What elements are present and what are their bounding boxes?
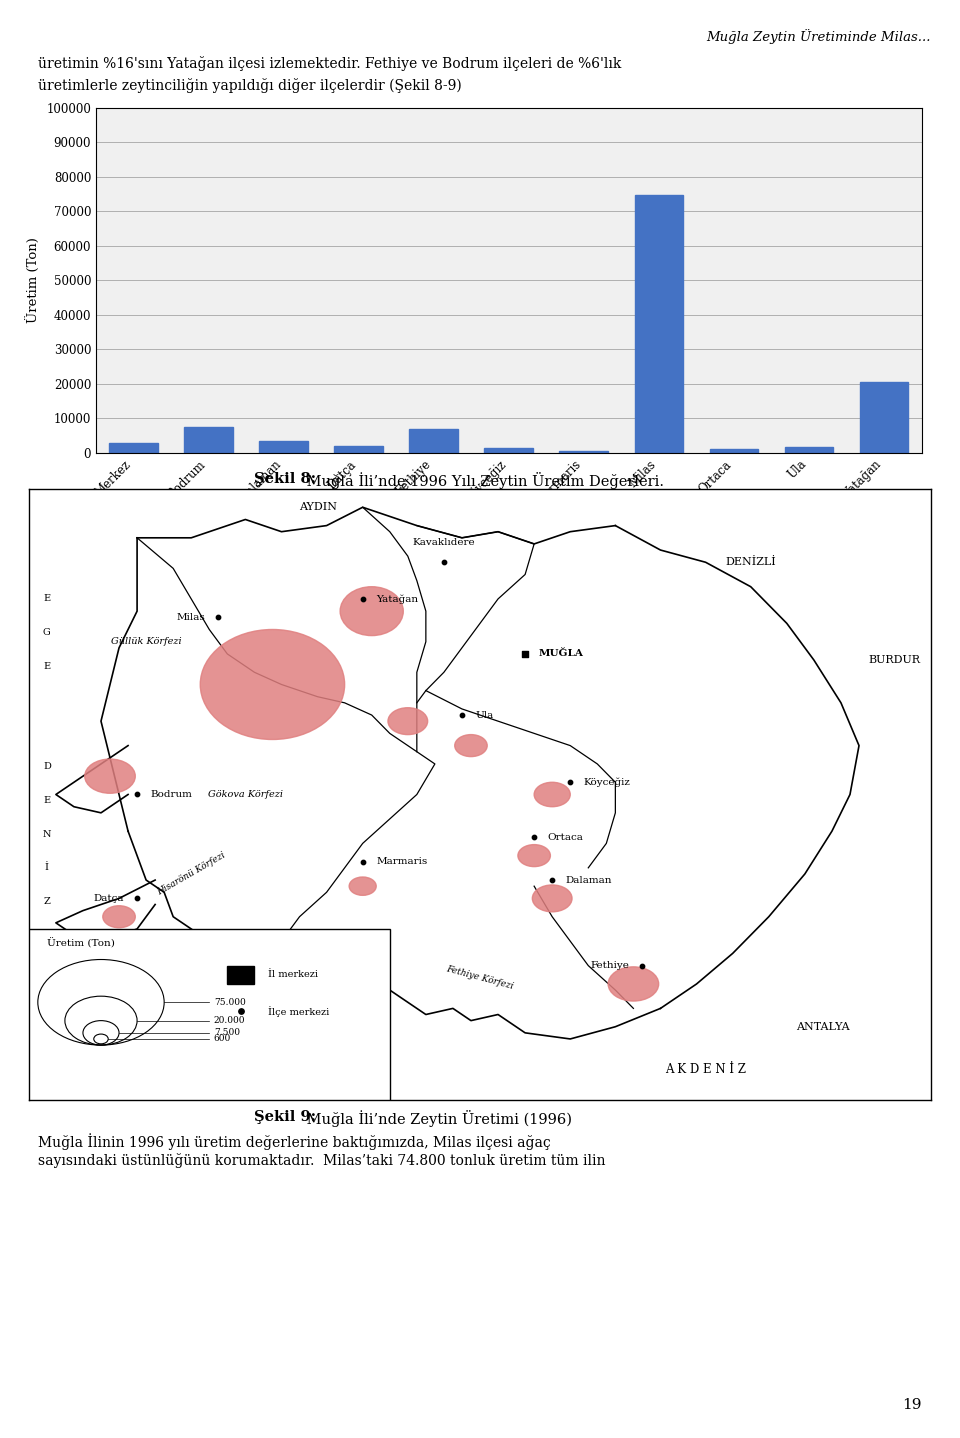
Bar [784, 447, 833, 453]
Text: BURDUR: BURDUR [868, 656, 920, 664]
Text: Muğla İlinin 1996 yılı üretim değerlerine baktığımızda, Milas ilçesi ağaç: Muğla İlinin 1996 yılı üretim değerlerin… [38, 1133, 551, 1150]
Text: E: E [43, 661, 51, 670]
Y-axis label: Üretim (Ton): Üretim (Ton) [27, 237, 40, 324]
Text: Gökova Körfezi: Gökova Körfezi [208, 789, 283, 800]
Text: Ula: Ula [475, 710, 493, 719]
Circle shape [349, 877, 376, 896]
Text: Marmaris: Marmaris [376, 857, 427, 866]
Point [454, 703, 469, 726]
Text: D: D [43, 762, 51, 772]
Bar [560, 452, 609, 453]
Text: Milas: Milas [176, 613, 204, 621]
Circle shape [533, 884, 572, 912]
Point [130, 784, 145, 807]
Text: Fethiye Körfezi: Fethiye Körfezi [445, 965, 515, 991]
Bar [29, 929, 390, 1100]
Text: sayısındaki üstünlüğünü korumaktadır.  Milas’taki 74.800 tonluk üretim tüm ilin: sayısındaki üstünlüğünü korumaktadır. Mi… [38, 1153, 606, 1168]
Text: Kavaklıdere: Kavaklıdere [413, 538, 475, 546]
Bar [709, 449, 758, 453]
Circle shape [608, 966, 659, 1001]
Point [233, 999, 249, 1022]
Text: N: N [42, 830, 51, 838]
Bar [485, 447, 533, 453]
Text: MUĞLA: MUĞLA [539, 650, 584, 659]
Text: Şekil 8:: Şekil 8: [254, 472, 317, 486]
Text: Ortaca: Ortaca [547, 833, 584, 841]
Text: Datça: Datça [93, 894, 124, 903]
Bar [228, 966, 254, 984]
Text: Hisarönü Körfezi: Hisarönü Körfezi [156, 851, 227, 897]
Text: 75.000: 75.000 [214, 998, 246, 1007]
Text: İl merkezi: İl merkezi [268, 971, 318, 979]
Text: 20.000: 20.000 [214, 1017, 246, 1025]
Text: AYDIN: AYDIN [299, 502, 337, 512]
Text: DENİZLİ: DENİZLİ [726, 558, 776, 567]
Circle shape [517, 844, 550, 867]
Text: Şekil 9:: Şekil 9: [254, 1110, 317, 1125]
Text: Fethiye: Fethiye [590, 961, 629, 971]
Text: Köyceğiz: Köyceğiz [584, 778, 631, 787]
Text: üretimin %16'sını Yatağan ilçesi izlemektedir. Fethiye ve Bodrum ilçeleri de %6': üretimin %16'sını Yatağan ilçesi izlemek… [38, 56, 622, 70]
X-axis label: İlçeler: İlçeler [488, 513, 530, 529]
Text: G: G [43, 628, 51, 637]
Point [563, 771, 578, 794]
Ellipse shape [340, 587, 403, 636]
Text: üretimlerle zeytinciliğin yapıldığı diğer ilçelerdir (Şekil 8-9): üretimlerle zeytinciliğin yapıldığı diğe… [38, 78, 462, 92]
Text: Bodrum: Bodrum [151, 789, 193, 800]
Text: 7.500: 7.500 [214, 1028, 240, 1037]
Bar [635, 194, 684, 453]
Point [526, 825, 541, 848]
Bar [409, 429, 458, 453]
Text: Güllük Körfezi: Güllük Körfezi [110, 637, 181, 646]
Bar [860, 383, 908, 453]
Text: İ: İ [45, 863, 49, 873]
Text: Muğla Zeytin Üretiminde Milas...: Muğla Zeytin Üretiminde Milas... [707, 29, 931, 43]
Ellipse shape [201, 630, 345, 739]
Text: Üretim (Ton): Üretim (Ton) [47, 938, 115, 949]
Text: E: E [43, 797, 51, 805]
Text: 600: 600 [214, 1034, 231, 1044]
Circle shape [103, 906, 135, 928]
Text: 19: 19 [902, 1398, 922, 1412]
Text: E: E [43, 594, 51, 604]
Point [436, 551, 451, 574]
Text: ANTALYA: ANTALYA [796, 1022, 850, 1031]
Text: A K D E N İ Z: A K D E N İ Z [665, 1063, 746, 1076]
Bar [334, 446, 383, 453]
Point [210, 605, 226, 628]
Circle shape [455, 735, 488, 756]
Circle shape [534, 782, 570, 807]
Point [544, 869, 560, 892]
Circle shape [84, 759, 135, 794]
Bar [259, 441, 308, 453]
Point [130, 887, 145, 910]
Point [517, 643, 533, 666]
Text: İlçe merkezi: İlçe merkezi [268, 1007, 329, 1017]
Text: İ: İ [45, 930, 49, 939]
Text: Yatağan: Yatağan [376, 594, 419, 604]
Point [355, 850, 371, 873]
Text: Dalaman: Dalaman [565, 876, 612, 884]
Bar [109, 443, 157, 453]
Text: Muğla İli’nde 1996 Yılı Zeytin Üretim Değerleri.: Muğla İli’nde 1996 Yılı Zeytin Üretim De… [302, 472, 664, 489]
Text: Muğla İli’nde Zeytin Üretimi (1996): Muğla İli’nde Zeytin Üretimi (1996) [302, 1110, 572, 1127]
Point [355, 588, 371, 611]
Circle shape [388, 707, 427, 735]
Text: Z: Z [43, 897, 50, 906]
Point [635, 955, 650, 978]
Bar [184, 427, 233, 453]
